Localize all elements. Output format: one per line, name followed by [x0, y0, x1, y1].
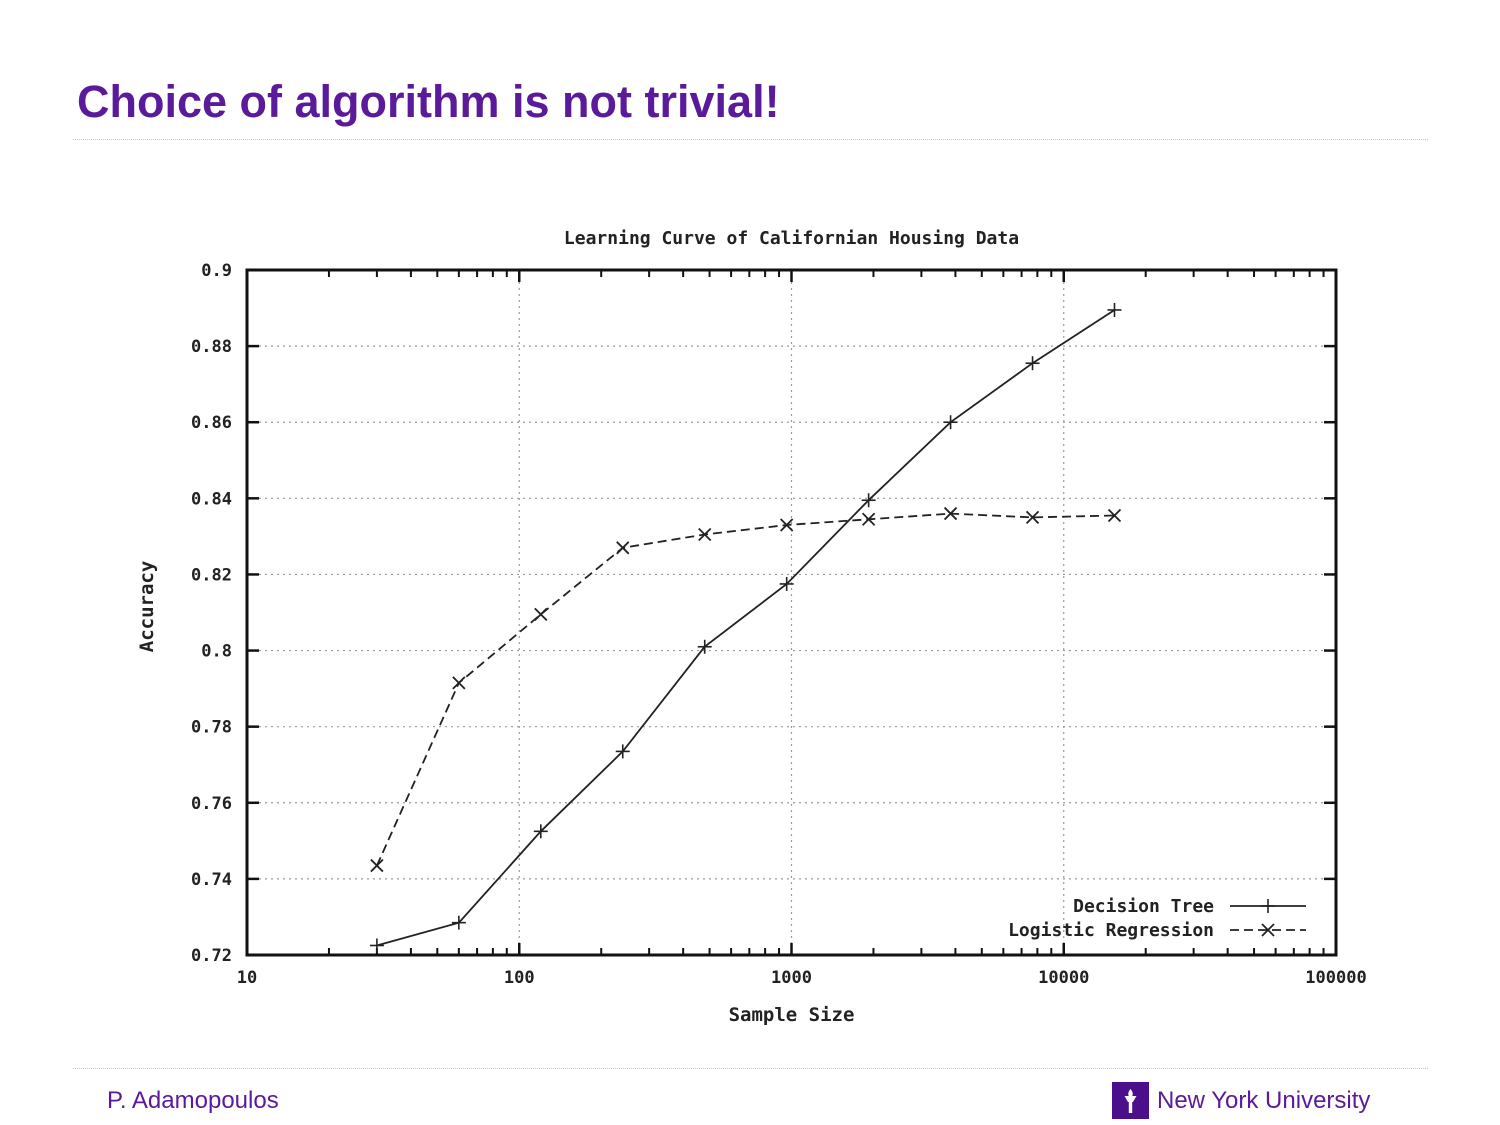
- data-point: [698, 527, 712, 542]
- cross-marker: [861, 512, 876, 526]
- x-tick-label: 10: [237, 968, 257, 988]
- cross-marker: [780, 518, 794, 532]
- x-tick-label: 10000: [1038, 968, 1089, 988]
- legend-label: Decision Tree: [1073, 896, 1214, 917]
- series-decision-tree: [369, 302, 1122, 953]
- cross-marker: [1107, 508, 1122, 523]
- data-point: [1025, 510, 1040, 524]
- cross-marker: [943, 506, 958, 521]
- legend-label: Logistic Regression: [1008, 920, 1214, 941]
- y-tick-label: 0.72: [191, 946, 232, 966]
- y-tick-label: 0.76: [191, 794, 232, 814]
- cross-marker: [534, 607, 548, 622]
- title-divider: [73, 139, 1428, 140]
- data-point: [534, 607, 548, 622]
- x-tick-label: 100: [504, 968, 535, 988]
- data-point: [452, 676, 466, 690]
- series-line: [376, 309, 1115, 947]
- data-point: [697, 639, 712, 654]
- series-logistic-regression: [370, 506, 1122, 873]
- cross-marker: [1025, 510, 1040, 524]
- data-point: [369, 938, 384, 953]
- legend-entry: Logistic Regression: [1008, 920, 1306, 941]
- series-line: [376, 512, 1115, 866]
- data-point: [943, 506, 958, 521]
- y-tick-label: 0.82: [191, 565, 232, 585]
- data-point: [451, 915, 466, 930]
- data-point: [616, 541, 630, 555]
- x-tick-label: 100000: [1305, 968, 1366, 988]
- y-tick-label: 0.8: [201, 642, 232, 662]
- chart-grid: [247, 270, 1336, 955]
- data-point: [861, 512, 876, 526]
- y-tick-label: 0.74: [191, 870, 232, 890]
- cross-marker: [698, 527, 712, 542]
- data-point: [943, 415, 958, 430]
- footer-university: New York University: [1157, 1087, 1371, 1114]
- y-axis-label: Accuracy: [136, 561, 158, 653]
- y-tick-label: 0.88: [191, 337, 232, 357]
- chart-legend: Decision Tree Logistic Regression: [1008, 896, 1306, 941]
- cross-marker: [1261, 923, 1275, 937]
- y-tick-label: 0.78: [191, 718, 232, 738]
- data-point: [615, 744, 630, 759]
- slide-title: Choice of algorithm is not trivial!: [77, 76, 780, 127]
- footer-divider: [73, 1068, 1428, 1069]
- data-point: [1025, 356, 1040, 371]
- nyu-torch-icon: [1112, 1082, 1149, 1119]
- data-point: [1107, 302, 1122, 317]
- y-tick-label: 0.84: [191, 489, 232, 509]
- data-point: [533, 824, 548, 839]
- data-point: [779, 576, 794, 591]
- x-tick-label: 1000: [771, 968, 812, 988]
- chart-title: Learning Curve of Californian Housing Da…: [564, 228, 1019, 249]
- footer-author: P. Adamopoulos: [107, 1087, 279, 1114]
- data-point: [861, 493, 876, 508]
- y-tick-label: 0.9: [201, 261, 232, 281]
- y-tick-label: 0.86: [191, 413, 232, 433]
- cross-marker: [370, 858, 384, 873]
- data-point: [780, 518, 794, 532]
- legend-entry: Decision Tree: [1073, 896, 1306, 917]
- data-point: [1107, 508, 1122, 523]
- plot-frame: [245, 268, 1338, 957]
- cross-marker: [452, 676, 466, 690]
- chart-series: [369, 302, 1122, 953]
- data-point: [370, 858, 384, 873]
- x-axis-label: Sample Size: [729, 1004, 855, 1026]
- cross-marker: [616, 541, 630, 555]
